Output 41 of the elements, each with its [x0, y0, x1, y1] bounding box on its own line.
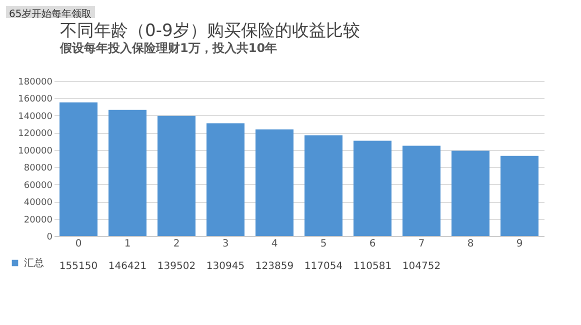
bar — [354, 140, 392, 236]
y-tick-label: 180000 — [18, 78, 53, 88]
data-label: 123859 — [255, 261, 294, 272]
legend-label: 汇总 — [24, 257, 44, 269]
y-tick-label: 20000 — [24, 215, 53, 226]
data-label: 139502 — [157, 261, 196, 272]
x-tick-label: 8 — [467, 238, 474, 250]
x-tick-label: 5 — [320, 238, 327, 250]
x-tick-label: 3 — [222, 238, 229, 250]
x-tick-label: 6 — [369, 238, 376, 250]
y-tick-label: 140000 — [18, 112, 53, 122]
data-label: 117054 — [304, 261, 343, 272]
data-label: 104752 — [402, 261, 441, 272]
y-tick-label: 120000 — [18, 129, 53, 140]
text: 65岁开始每年领取 — [6, 6, 95, 22]
data-label: 146421 — [108, 261, 147, 272]
bar — [108, 110, 146, 236]
y-tick-label: 80000 — [24, 164, 53, 174]
bar — [402, 146, 440, 236]
bar — [60, 102, 98, 236]
bar — [256, 129, 294, 236]
bar — [304, 135, 342, 236]
chart-subtitle: 假设每年投入保险理财1万，投入共10年 — [59, 41, 278, 55]
bar — [206, 123, 244, 236]
x-tick-label: 4 — [271, 238, 278, 250]
x-tick-label: 1 — [124, 238, 131, 250]
x-tick-label: 9 — [516, 238, 523, 250]
data-label: 110581 — [353, 261, 392, 272]
data-label: 155150 — [59, 261, 98, 272]
y-tick-label: 100000 — [18, 146, 53, 156]
data-label: 130945 — [206, 261, 245, 272]
y-tick-label: 60000 — [24, 180, 53, 191]
chart-title: 不同年龄（0-9岁）购买保险的收益比较 — [60, 21, 360, 41]
y-tick-label: 160000 — [18, 94, 53, 105]
bar — [500, 156, 538, 236]
x-tick-label: 7 — [418, 238, 425, 250]
x-tick-label: 0 — [75, 238, 82, 250]
bar — [452, 150, 490, 236]
y-tick-label: 40000 — [24, 198, 53, 208]
x-tick-label: 2 — [173, 238, 180, 250]
bar — [158, 116, 196, 236]
